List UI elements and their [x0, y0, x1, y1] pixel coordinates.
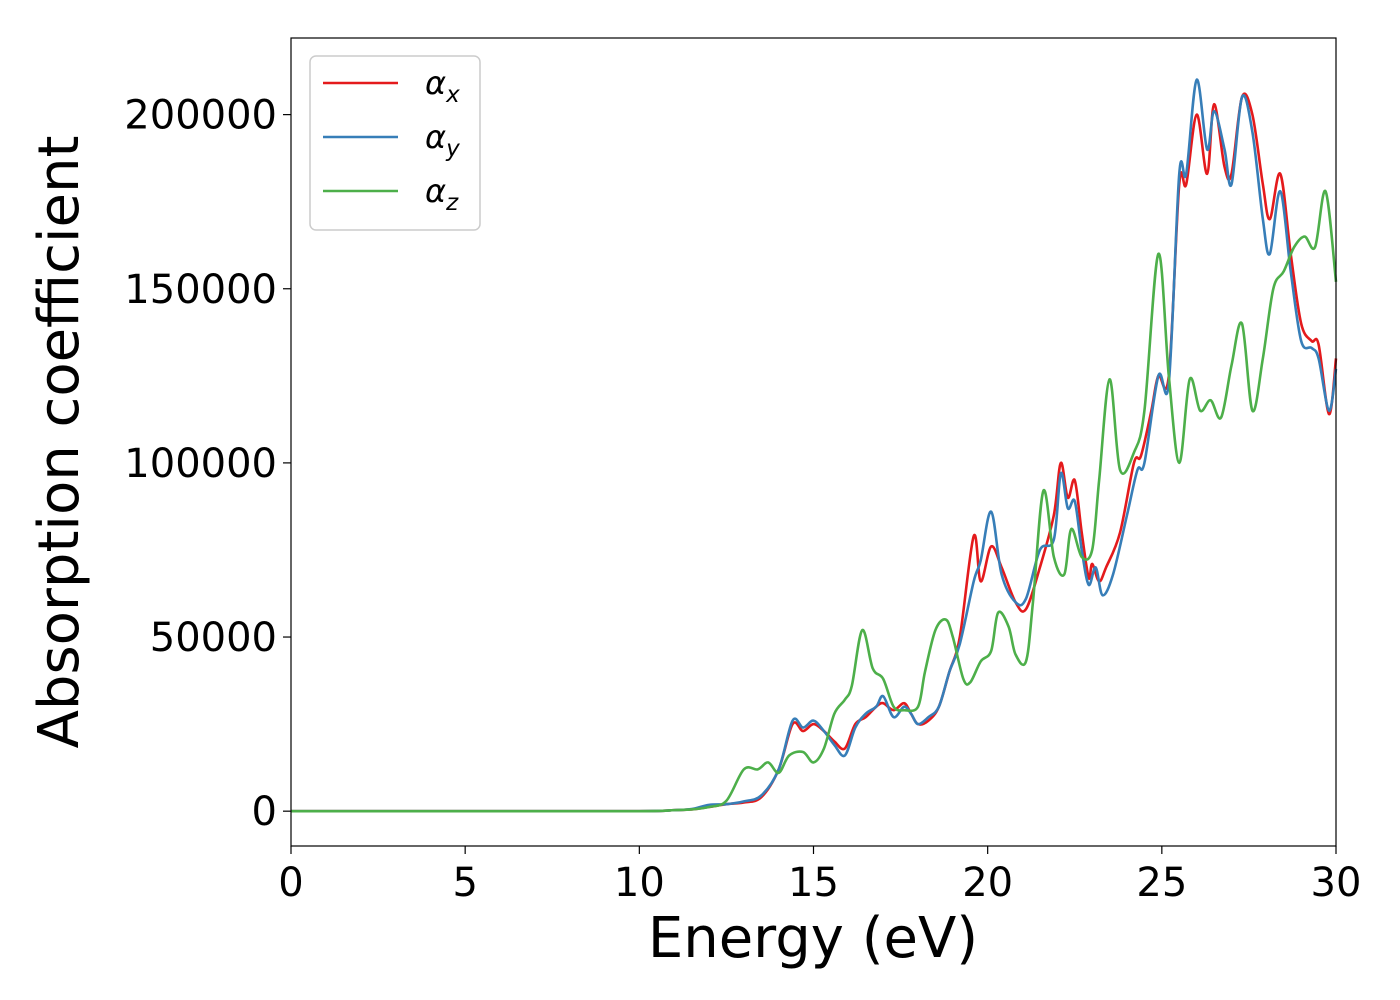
y-tick-label: 100000: [124, 441, 277, 487]
x-axis-title: Energy (eV): [648, 906, 978, 971]
y-axis-ticks: 0 50000 100000 150000 200000: [124, 93, 291, 835]
x-tick-label: 15: [788, 860, 839, 906]
y-tick-label: 50000: [150, 615, 277, 661]
x-tick-label: 30: [1311, 860, 1362, 906]
legend-box: [309, 55, 481, 231]
legend-label-alpha-y: αy: [425, 118, 460, 162]
x-tick-label: 0: [278, 860, 303, 906]
y-axis-title: Absorption coefficient: [27, 136, 92, 749]
x-tick-label: 10: [614, 860, 665, 906]
x-tick-label: 25: [1136, 860, 1187, 906]
y-tick-label: 150000: [124, 267, 277, 313]
x-axis-ticks: 0 5 10 15 20 25 30: [278, 846, 1361, 906]
x-tick-label: 20: [962, 860, 1013, 906]
series-layer: [291, 78, 1338, 813]
legend-label-alpha-x: αx: [425, 64, 460, 108]
y-tick-label: 0: [252, 789, 277, 835]
series-line-alpha-x: [291, 92, 1338, 813]
series-line-alpha-z: [291, 189, 1338, 813]
y-tick-label: 200000: [124, 93, 277, 139]
x-tick-label: 5: [452, 860, 477, 906]
